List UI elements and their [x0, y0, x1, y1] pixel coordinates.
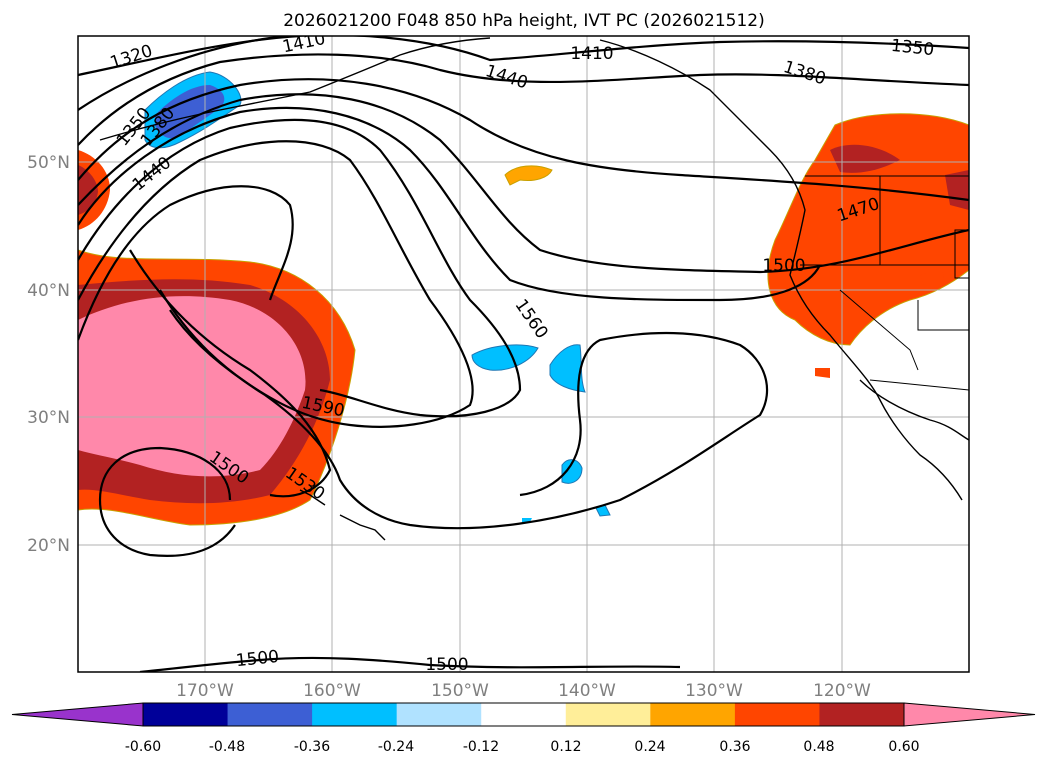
height-contours	[78, 36, 969, 672]
colorbar-tick-label: -0.36	[294, 739, 330, 755]
colorbar-segment	[481, 703, 567, 726]
map-frame	[77, 35, 970, 673]
colorbar-extend-max	[903, 702, 1036, 727]
ivt-positive-west	[78, 150, 356, 526]
colorbar-labels: -0.60 -0.48 -0.36 -0.24 -0.12 0.12 0.24 …	[125, 739, 920, 755]
lon-label: 170°W	[176, 681, 234, 701]
colorbar-tick-label: -0.60	[125, 739, 161, 755]
colorbar-tick-label: 0.60	[888, 739, 919, 755]
colorbar-segment	[819, 703, 905, 726]
map-area: 1320 1410 1350 1380 1440 1410 1350 1380 …	[78, 36, 969, 675]
lon-label: 130°W	[685, 681, 743, 701]
lat-label: 30°N	[27, 408, 70, 428]
lat-label: 50°N	[27, 153, 70, 173]
lat-label: 40°N	[27, 281, 70, 301]
latitude-labels: 50°N 40°N 30°N 20°N	[27, 153, 70, 556]
lon-label: 120°W	[813, 681, 871, 701]
colorbar-tick-label: 0.24	[634, 739, 665, 755]
colorbar-segment	[396, 703, 482, 726]
lon-label: 160°W	[303, 681, 361, 701]
colorbar-extend-min	[11, 702, 144, 727]
colorbar-tick-label: 0.48	[803, 739, 834, 755]
colorbar-tick-label: 0.12	[550, 739, 581, 755]
colorbar	[11, 702, 1036, 727]
colorbar-segment	[565, 703, 651, 726]
colorbar-segment	[227, 703, 313, 726]
colorbar-segment	[312, 703, 398, 726]
contour-label: 1500	[235, 647, 280, 671]
colorbar-segment	[650, 703, 736, 726]
colorbar-tick-label: -0.48	[209, 739, 245, 755]
colorbar-tick-label: -0.24	[378, 739, 414, 755]
lat-label: 20°N	[27, 536, 70, 556]
colorbar-tick-label: 0.36	[719, 739, 750, 755]
lon-label: 150°W	[431, 681, 489, 701]
colorbar-segment	[734, 703, 820, 726]
lat-lon-grid	[78, 36, 969, 672]
colorbar-segment	[143, 703, 229, 726]
ivt-positive-small	[504, 165, 553, 186]
contour-label: 1410	[570, 44, 613, 64]
longitude-labels: 170°W 160°W 150°W 140°W 130°W 120°W	[176, 681, 871, 701]
contour-label: 1500	[425, 655, 468, 675]
contour-label: 1500	[762, 256, 805, 276]
figure-title: 2026021200 F048 850 hPa height, IVT PC (…	[283, 11, 765, 31]
colorbar-tick-label: -0.12	[463, 739, 499, 755]
contour-label: 1350	[890, 36, 935, 60]
colorbar-frame	[142, 702, 905, 727]
lon-label: 140°W	[558, 681, 616, 701]
